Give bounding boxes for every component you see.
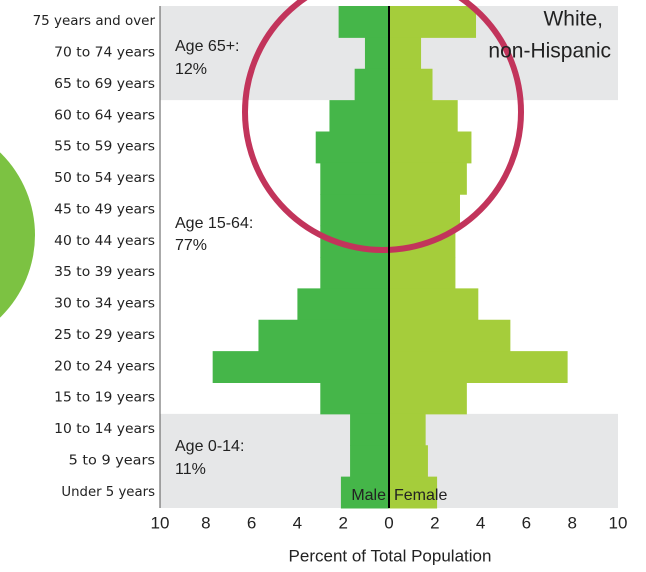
bar [389, 319, 511, 352]
bar [389, 194, 460, 227]
bar [389, 131, 472, 164]
y-tick-label: 50 to 54 years [54, 171, 155, 186]
y-tick-label: 55 to 59 years [54, 140, 155, 155]
bar [364, 37, 389, 70]
annotation: 11% [175, 461, 206, 478]
y-tick-label: 40 to 44 years [54, 234, 155, 249]
highlight-ring [242, 0, 524, 253]
bar [320, 194, 389, 227]
y-tick-label: 65 to 69 years [54, 77, 155, 92]
x-tick-label: 0 [384, 513, 393, 532]
bar [389, 162, 467, 195]
bar [315, 131, 389, 164]
x-tick-label: 8 [567, 513, 576, 532]
bar [389, 476, 438, 509]
bar [389, 351, 568, 383]
bar [258, 319, 389, 352]
y-tick-label: 20 to 24 years [54, 359, 155, 374]
bar [354, 68, 389, 101]
bar [389, 257, 456, 289]
annotation: White, [543, 8, 603, 31]
x-tick-label: 4 [476, 513, 485, 532]
y-tick-label: 5 to 9 years [69, 453, 156, 468]
legend-label: Female [394, 487, 447, 504]
x-tick-label: 10 [609, 513, 628, 532]
annotation: Age 0-14: [175, 438, 244, 455]
annotation: Age 15-64: [175, 215, 253, 232]
bar [350, 445, 389, 478]
annotation: 12% [175, 61, 207, 78]
bar [329, 100, 389, 132]
bar [338, 6, 389, 38]
bar [389, 6, 477, 38]
bar [389, 382, 467, 415]
bar [340, 476, 389, 509]
x-tick-label: 10 [151, 513, 170, 532]
bar [320, 162, 389, 195]
bar [320, 257, 389, 289]
bar [389, 100, 458, 132]
y-tick-label: 75 years and over [33, 14, 156, 29]
bar [389, 413, 426, 446]
x-tick-label: 4 [293, 513, 302, 532]
x-axis-label: Percent of Total Population [289, 546, 492, 565]
x-tick-label: 2 [338, 513, 347, 532]
bar [297, 288, 389, 321]
bar [350, 413, 389, 446]
annotation: non-Hispanic [488, 40, 611, 63]
decor-circle [0, 152, 35, 318]
bar [212, 351, 389, 383]
y-tick-label: 10 to 14 years [54, 422, 155, 437]
y-tick-label: Under 5 years [61, 485, 155, 500]
annotation: Age 65+: [175, 38, 240, 55]
bars [212, 6, 568, 509]
labels: 75 years and over 70 to 74 years 65 to 69 … [33, 14, 156, 500]
x-tick-label: 6 [522, 513, 531, 532]
bar [389, 68, 433, 101]
y-tick-label: 30 to 34 years [54, 297, 155, 312]
x-tick-label: 2 [430, 513, 439, 532]
y-tick-label: 35 to 39 years [54, 265, 155, 280]
y-tick-label: 45 to 49 years [54, 202, 155, 217]
annotation: 77% [175, 237, 207, 254]
legend-label: Male [351, 487, 386, 504]
y-tick-label: 70 to 74 years [54, 46, 155, 61]
x-tick-label: 6 [247, 513, 256, 532]
y-tick-label: 15 to 19 years [54, 391, 155, 406]
bar [320, 382, 389, 415]
x-tick-label: 8 [201, 513, 210, 532]
bar [389, 288, 479, 321]
y-tick-label: 25 to 29 years [54, 328, 155, 343]
bar [389, 37, 422, 70]
y-tick-label: 60 to 64 years [54, 108, 155, 123]
bar [389, 445, 428, 478]
